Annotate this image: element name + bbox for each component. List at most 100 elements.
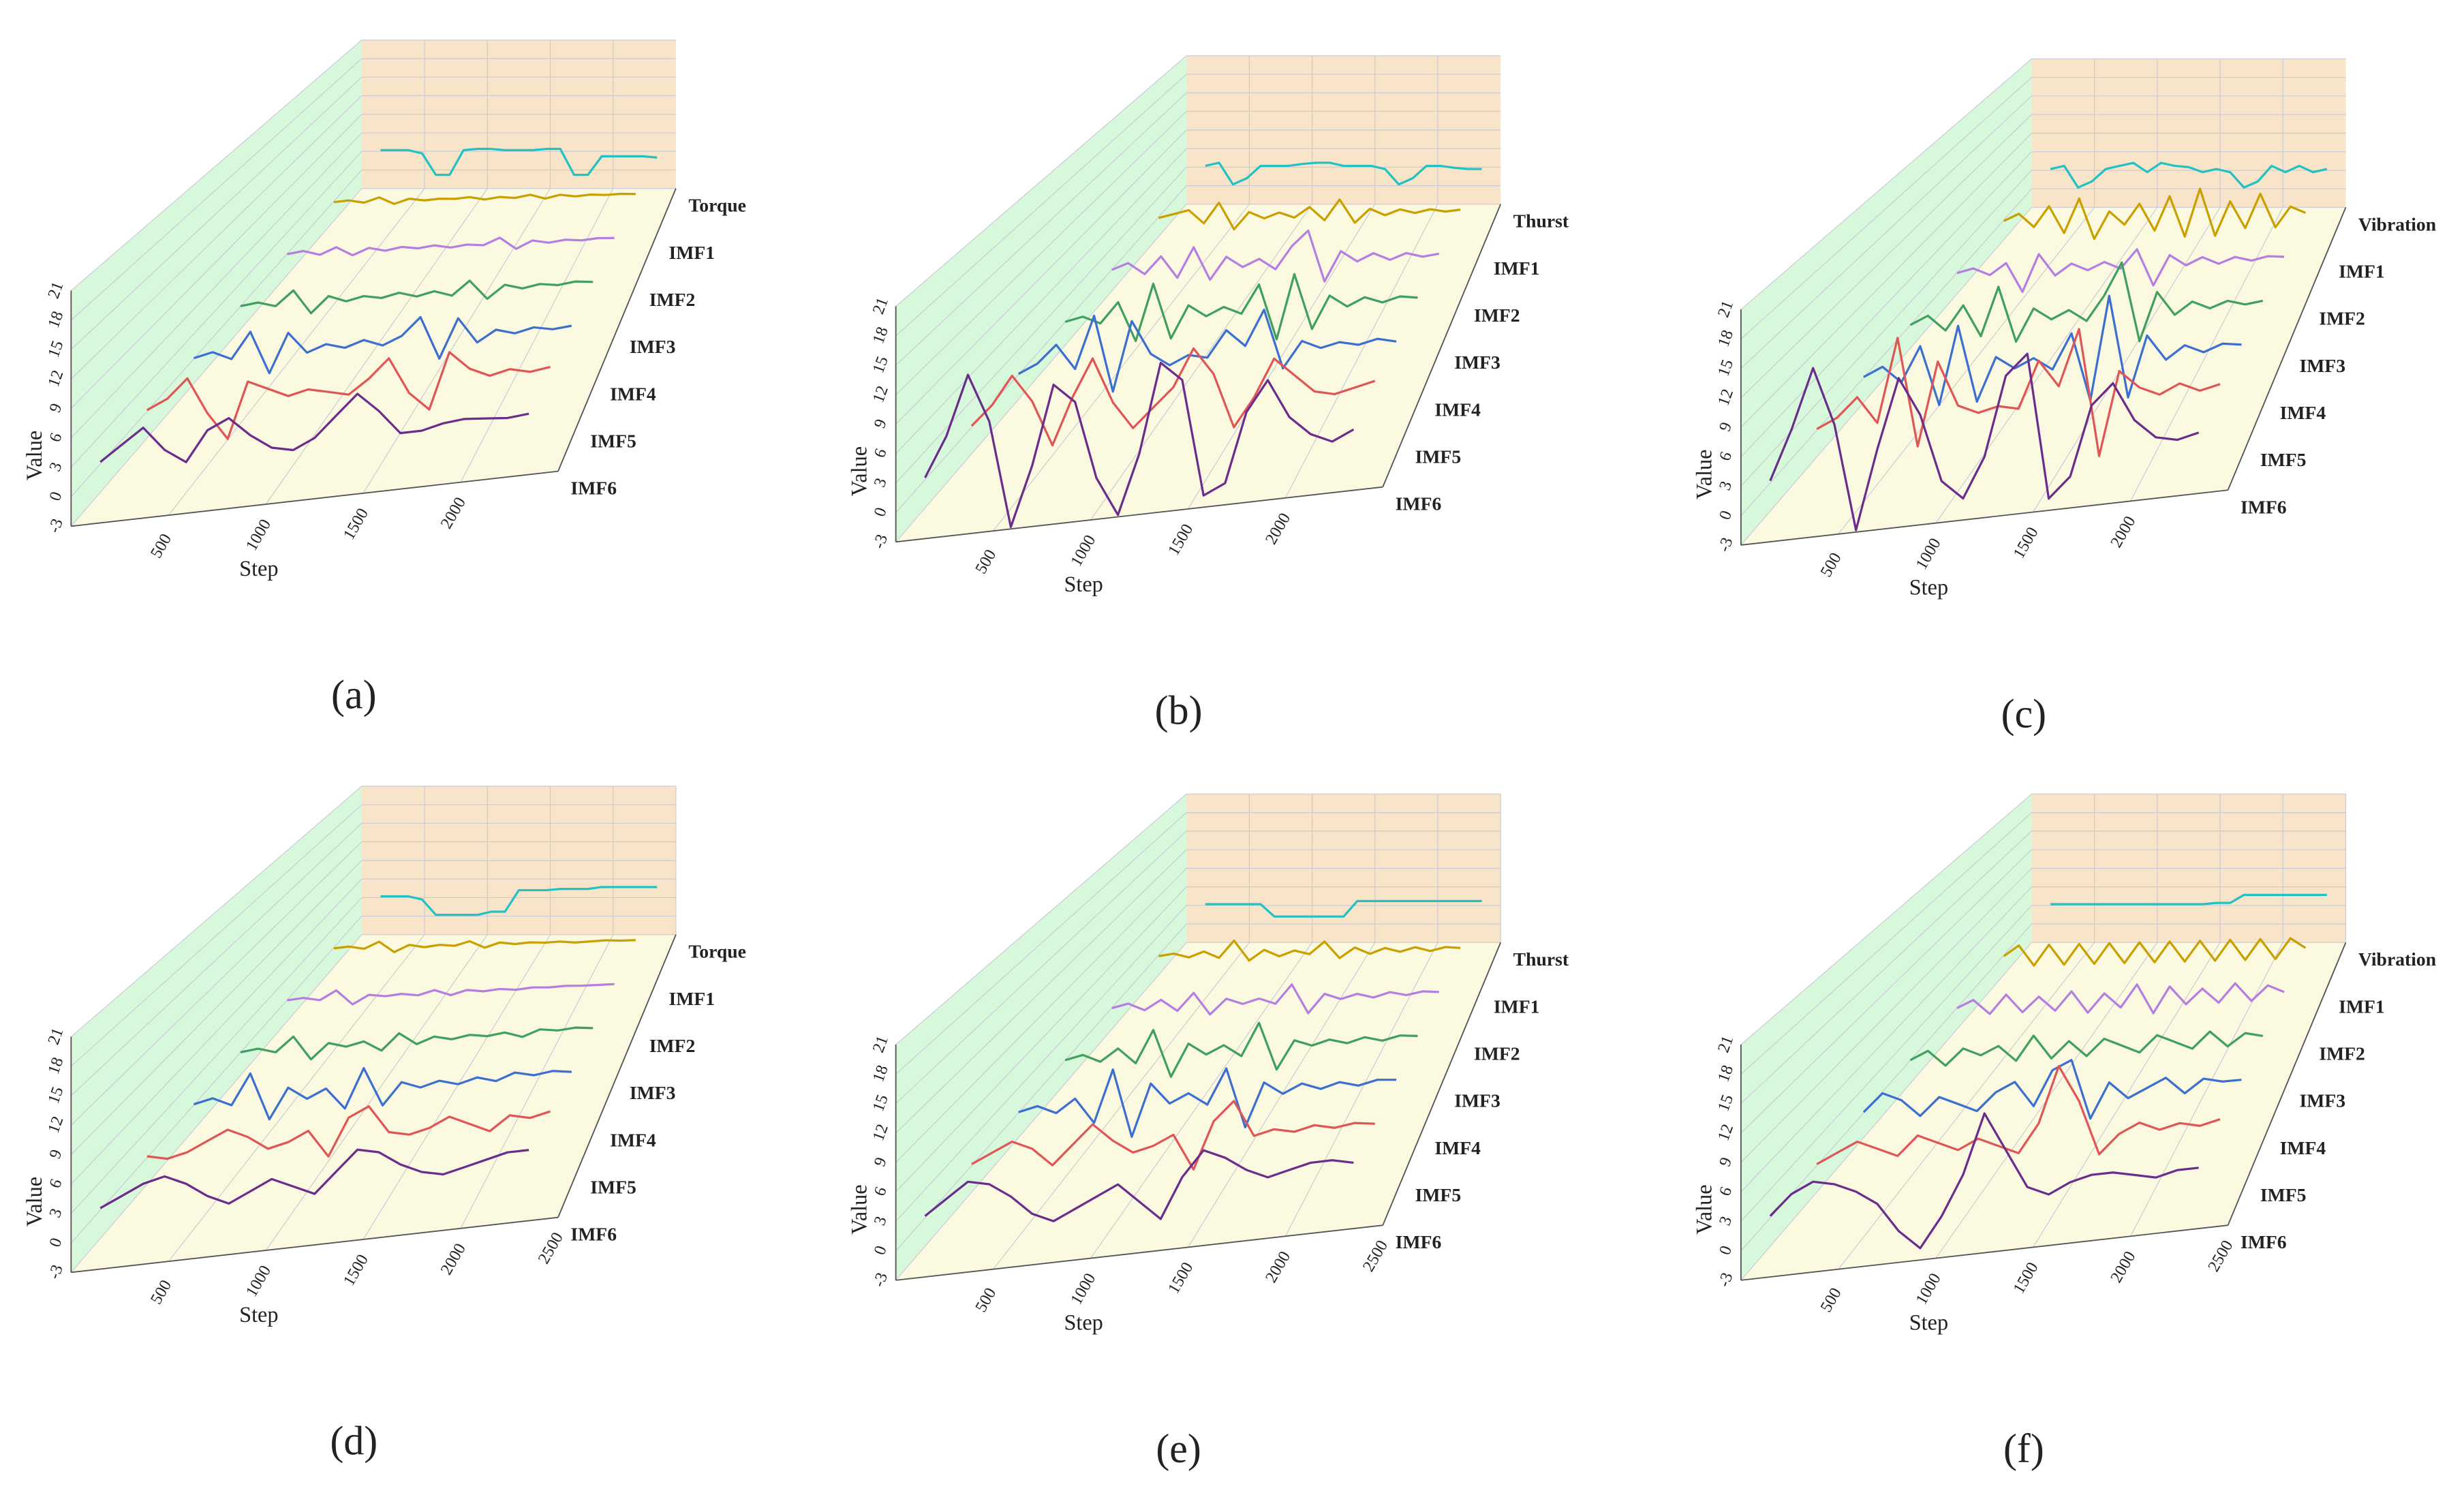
series-line <box>1017 309 1397 393</box>
floor <box>71 188 676 527</box>
depth-axis <box>557 188 677 472</box>
x-axis-label: Step <box>1909 1310 1948 1334</box>
x-tick-label: 2000 <box>1262 1248 1295 1286</box>
y-tick-label: 15 <box>44 338 67 360</box>
grid-line <box>168 786 425 1262</box>
series-label: IMF2 <box>2319 1043 2365 1064</box>
y-tick-label: 6 <box>46 1177 66 1191</box>
y-tick-label: 12 <box>869 384 892 405</box>
y-tick-label: 15 <box>44 1084 67 1106</box>
depth-axis <box>2227 206 2347 491</box>
series-label: IMF3 <box>2299 1090 2345 1111</box>
step-axis <box>895 486 1383 543</box>
series-line <box>1862 1059 2242 1120</box>
grid-line <box>70 114 676 409</box>
grid-line <box>1090 55 1313 521</box>
y-tick-label: -3 <box>869 532 891 551</box>
series-label: IMF5 <box>1415 446 1462 467</box>
series-line <box>193 315 572 375</box>
grid-line <box>1935 794 2158 1259</box>
x-tick-label: 2000 <box>2107 1248 2140 1286</box>
side-wall <box>1740 59 2032 545</box>
series-line <box>1863 294 2242 406</box>
y-tick-label: 15 <box>1714 357 1738 379</box>
series-label: IMF5 <box>2260 449 2307 470</box>
series-line <box>193 1067 572 1121</box>
series-label: IMF4 <box>2280 402 2326 423</box>
grid-line <box>895 166 1501 484</box>
grid-line <box>895 148 1501 454</box>
series-label: IMF3 <box>630 1082 676 1103</box>
x-tick-label: 500 <box>972 1284 1000 1315</box>
y-tick-label: 3 <box>1716 1214 1736 1228</box>
y-tick-label: 0 <box>870 505 891 519</box>
y-tick-label: 21 <box>44 279 67 301</box>
floor <box>1740 207 2346 545</box>
series-label: IMF5 <box>590 430 636 451</box>
grid-line <box>1740 812 2346 1075</box>
y-axis-label: Value <box>846 1184 871 1234</box>
depth-axis <box>1382 204 1502 488</box>
grid-line <box>1187 794 1376 1248</box>
grid-line <box>70 897 676 1214</box>
y-axis-label: Value <box>1692 449 1716 499</box>
series-label: Vibration <box>2358 948 2436 970</box>
grid-line <box>1740 95 2346 369</box>
floor <box>895 942 1501 1280</box>
series-label: IMF5 <box>590 1176 636 1197</box>
series-line <box>1956 248 2285 293</box>
series-label: IMF6 <box>1396 1231 1442 1252</box>
panel: -3 0 3 6 9 12 15 18 21 500 1000 1500 2000 2500 Step Val… <box>1692 793 2436 1471</box>
grid-line <box>1740 923 2346 1252</box>
series-label: IMF6 <box>2240 496 2287 517</box>
x-axis-label: Step <box>1909 574 1948 599</box>
series-label: IMF6 <box>2240 1231 2287 1252</box>
panel: -3 0 3 6 9 12 15 18 21 500 1000 1500 2000 2500 Step Val… <box>22 786 746 1464</box>
series-label: IMF4 <box>610 383 656 404</box>
side-wall <box>895 794 1187 1280</box>
y-axis-label: Value <box>22 431 46 480</box>
grid-line <box>363 40 551 494</box>
series-label: Vibration <box>2358 213 2436 234</box>
y-tick-label: 9 <box>870 1155 891 1169</box>
grid-line <box>1838 794 2095 1270</box>
y-tick-label: 21 <box>1714 298 1738 320</box>
grid-line <box>1284 55 1438 499</box>
y-tick-label: -3 <box>1714 535 1736 554</box>
series-line <box>1769 352 2200 531</box>
series-line <box>99 392 529 463</box>
grid-line <box>70 132 676 439</box>
y-tick-label: -3 <box>45 516 67 536</box>
series-label: IMF4 <box>610 1129 656 1150</box>
y-tick-label: 12 <box>44 368 67 390</box>
series-line <box>924 1149 1354 1222</box>
series-line <box>1018 1067 1397 1138</box>
x-axis-label: Step <box>239 556 278 581</box>
grid-line <box>70 934 676 1273</box>
series-line <box>1111 229 1440 283</box>
x-tick-label: 2500 <box>1359 1237 1392 1275</box>
x-axis-label: Step <box>1064 1310 1103 1334</box>
series-label: IMF2 <box>649 289 696 310</box>
y-tick-label: 18 <box>44 309 67 330</box>
y-tick-label: 3 <box>46 1206 66 1220</box>
grid-line <box>895 204 1501 542</box>
grid-line <box>460 40 614 483</box>
y-tick-label: 12 <box>869 1122 892 1143</box>
series-line <box>333 939 636 953</box>
x-axis-label: Step <box>1064 572 1103 596</box>
y-tick-label: 15 <box>869 1092 892 1114</box>
series-label: IMF5 <box>2260 1184 2307 1205</box>
x-tick-label: 500 <box>1817 1284 1845 1315</box>
grid-line <box>1740 831 2346 1104</box>
x-tick-label: 2500 <box>534 1229 567 1267</box>
grid-line <box>895 110 1501 395</box>
y-tick-label: 9 <box>46 1147 66 1161</box>
y-tick-label: 9 <box>870 416 891 431</box>
series-line <box>1956 982 2285 1015</box>
grid-line <box>1090 794 1313 1259</box>
y-tick-label: -3 <box>869 1270 891 1289</box>
grid-line <box>70 95 676 380</box>
series-label: IMF1 <box>2339 996 2385 1017</box>
